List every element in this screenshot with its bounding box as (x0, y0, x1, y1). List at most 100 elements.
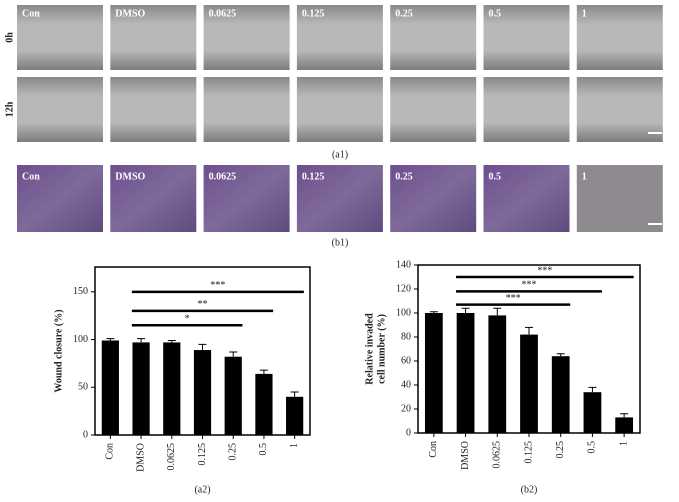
column-label: 0.5 (489, 171, 502, 182)
y-axis-label: cell number (%) (376, 314, 387, 384)
micrograph (390, 77, 477, 142)
bar (520, 334, 538, 433)
y-tick-label: 0 (406, 427, 411, 438)
micrograph (390, 5, 477, 70)
y-tick-label: 0 (83, 429, 88, 440)
significance-label: *** (537, 265, 552, 276)
significance-label: *** (522, 280, 537, 291)
micrograph (110, 165, 197, 232)
y-tick-label: 60 (401, 355, 411, 366)
error-bar (137, 338, 146, 343)
micrograph (483, 5, 570, 70)
x-tick-label: 0.125 (197, 443, 208, 466)
micrograph (203, 77, 290, 142)
error-bar (167, 340, 176, 343)
bar (193, 350, 212, 435)
column-label: 0.0625 (209, 8, 237, 19)
micrograph (576, 5, 663, 70)
y-tick-label: 150 (73, 286, 88, 297)
y-tick-label: 20 (401, 403, 411, 414)
significance-label: *** (210, 280, 225, 291)
column-label: 0.125 (302, 8, 325, 19)
panel-label: (b2) (521, 484, 538, 495)
micrograph (17, 165, 103, 232)
micrograph (203, 165, 290, 232)
panel-label: (a2) (194, 484, 210, 495)
bar (456, 313, 475, 433)
error-bar (556, 353, 565, 357)
error-bar (229, 351, 238, 357)
x-tick-label: 0.0625 (492, 441, 503, 469)
error-bar (461, 307, 470, 313)
error-bar (493, 307, 502, 316)
column-label: 1 (582, 8, 587, 19)
column-label: 0.25 (395, 171, 413, 182)
y-tick-label: 50 (78, 382, 88, 393)
bar (255, 373, 273, 435)
bar (551, 356, 570, 433)
error-bar (525, 326, 533, 335)
x-tick-label: 0.5 (587, 441, 598, 454)
x-tick-label: DMSO (460, 441, 471, 470)
x-tick-label: 0.5 (258, 443, 269, 456)
x-tick-label: 0.25 (228, 443, 239, 461)
error-bar (290, 391, 299, 397)
bar (101, 340, 119, 435)
error-bar (588, 386, 597, 393)
bar (488, 315, 507, 433)
row-label: 0h (4, 32, 15, 43)
x-tick-label: 0.25 (555, 441, 566, 459)
micrograph (296, 165, 383, 232)
y-tick-label: 80 (401, 331, 411, 342)
y-tick-label: 120 (396, 283, 411, 294)
x-tick-label: Con (428, 441, 439, 458)
micrograph (110, 5, 197, 70)
micrograph (203, 5, 290, 70)
column-label: 0.5 (489, 8, 502, 19)
bar (583, 392, 602, 433)
x-tick-label: 0.0625 (166, 443, 177, 471)
error-bar (259, 369, 268, 374)
column-label: 0.25 (395, 8, 413, 19)
x-tick-label: 1 (289, 443, 300, 448)
micrograph (576, 165, 663, 232)
column-label: Con (22, 171, 40, 182)
micrograph (110, 77, 197, 142)
micrograph (483, 77, 570, 142)
significance-label: * (185, 314, 190, 325)
bar (224, 356, 242, 435)
error-bar (198, 343, 207, 351)
error-bar (429, 311, 438, 313)
x-tick-label: 0.125 (523, 441, 534, 464)
micrograph (17, 77, 103, 142)
y-axis-label: Wound closure (%) (53, 309, 64, 392)
x-tick-label: 1 (618, 441, 629, 446)
error-bar (620, 413, 629, 418)
bar (132, 342, 150, 435)
y-tick-label: 40 (401, 379, 411, 390)
column-label: Con (22, 8, 40, 19)
panel-label: (b1) (332, 237, 349, 248)
micrograph (296, 5, 383, 70)
bar (615, 417, 634, 433)
micrograph (390, 165, 477, 232)
bar (424, 313, 443, 433)
column-label: DMSO (115, 8, 145, 19)
column-label: DMSO (115, 171, 145, 182)
column-label: 0.0625 (209, 171, 237, 182)
y-tick-label: 100 (396, 307, 411, 318)
y-axis-label: Relative invaded (364, 313, 375, 385)
y-tick-label: 140 (396, 259, 411, 270)
micrograph (483, 165, 570, 232)
x-tick-label: DMSO (135, 443, 146, 472)
error-bar (106, 338, 115, 341)
row-label: 12h (4, 101, 15, 117)
y-tick-label: 100 (73, 334, 88, 345)
column-label: 1 (582, 171, 587, 182)
significance-label: *** (506, 293, 521, 304)
column-label: 0.125 (302, 171, 325, 182)
bar (286, 396, 304, 435)
x-tick-label: Con (105, 443, 116, 460)
bar (163, 342, 181, 435)
micrograph (17, 5, 103, 70)
